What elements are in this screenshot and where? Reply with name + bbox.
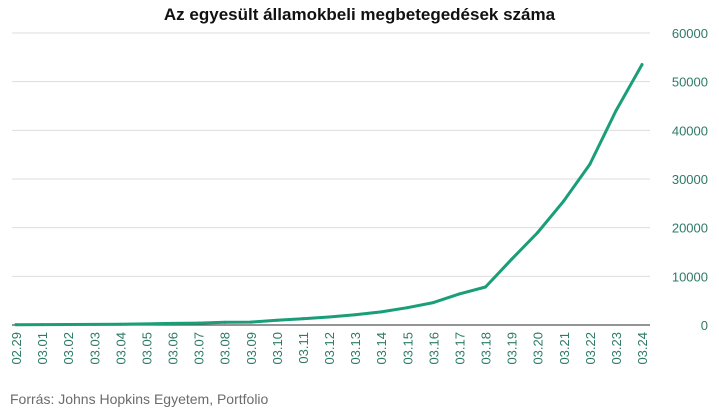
x-tick-label: 03.23 — [609, 332, 624, 365]
x-tick-label: 03.06 — [166, 332, 181, 365]
data-point — [327, 315, 331, 319]
x-tick-label: 03.07 — [192, 332, 207, 365]
x-tick-label: 03.01 — [35, 332, 50, 365]
x-tick-label: 03.08 — [218, 332, 233, 365]
x-tick-label: 03.14 — [374, 332, 389, 365]
y-tick-label: 0 — [701, 318, 708, 333]
x-tick-label: 03.02 — [61, 332, 76, 365]
data-point — [171, 321, 174, 325]
x-tick-label: 03.13 — [348, 332, 363, 365]
data-point — [640, 63, 644, 67]
x-tick-label: 03.11 — [296, 332, 311, 364]
y-tick-label: 20000 — [672, 221, 708, 236]
x-tick-label: 02.29 — [9, 332, 24, 365]
y-tick-label: 30000 — [672, 172, 708, 187]
x-tick-label: 03.15 — [400, 332, 415, 365]
data-point — [40, 323, 44, 327]
x-tick-label: 03.09 — [244, 332, 259, 365]
series-group — [14, 63, 644, 327]
data-point — [301, 317, 305, 321]
data-point — [614, 109, 618, 113]
source-note: Forrás: Johns Hopkins Egyetem, Portfolio — [10, 391, 269, 407]
x-tick-label: 03.04 — [113, 332, 128, 365]
data-point — [405, 306, 409, 310]
x-tick-label: 03.22 — [583, 332, 598, 365]
y-tick-label: 50000 — [672, 75, 708, 90]
data-point — [562, 199, 566, 203]
data-point — [223, 320, 227, 324]
x-tick-label: 03.19 — [505, 332, 520, 365]
chart-title: Az egyesült államokbeli megbetegedések s… — [163, 5, 556, 24]
x-tick-label: 03.10 — [270, 332, 285, 365]
data-point — [353, 313, 357, 317]
y-axis-ticks: 0 10000 20000 30000 40000 50000 60000 — [672, 26, 708, 333]
data-point — [92, 322, 96, 326]
data-point — [484, 285, 487, 289]
data-point — [66, 323, 70, 327]
data-point — [275, 318, 279, 322]
data-point — [118, 322, 122, 326]
data-point — [457, 292, 461, 296]
data-point — [379, 310, 383, 314]
x-tick-label: 03.18 — [479, 332, 494, 365]
data-point — [144, 322, 148, 326]
data-point — [197, 321, 201, 325]
x-tick-label: 03.12 — [322, 332, 337, 365]
x-tick-label: 03.21 — [557, 332, 572, 365]
data-point — [588, 162, 592, 166]
x-tick-label: 03.17 — [452, 332, 467, 365]
x-tick-label: 03.16 — [426, 332, 441, 365]
x-tick-label: 03.24 — [635, 332, 650, 365]
y-tick-label: 60000 — [672, 26, 708, 41]
data-point — [249, 320, 253, 324]
x-axis-ticks: 02.29 03.01 03.02 03.03 03.04 03.05 03.06 03.07… — [9, 332, 650, 365]
series-line — [14, 63, 644, 327]
x-tick-label: 03.03 — [87, 332, 102, 365]
data-point — [536, 231, 540, 235]
data-point — [431, 301, 435, 305]
data-point — [14, 323, 18, 327]
y-tick-label: 10000 — [672, 269, 708, 284]
gridlines — [12, 32, 650, 326]
data-point — [510, 257, 514, 261]
x-tick-label: 03.20 — [531, 332, 546, 365]
x-tick-label: 03.05 — [139, 332, 154, 365]
y-tick-label: 40000 — [672, 123, 708, 138]
